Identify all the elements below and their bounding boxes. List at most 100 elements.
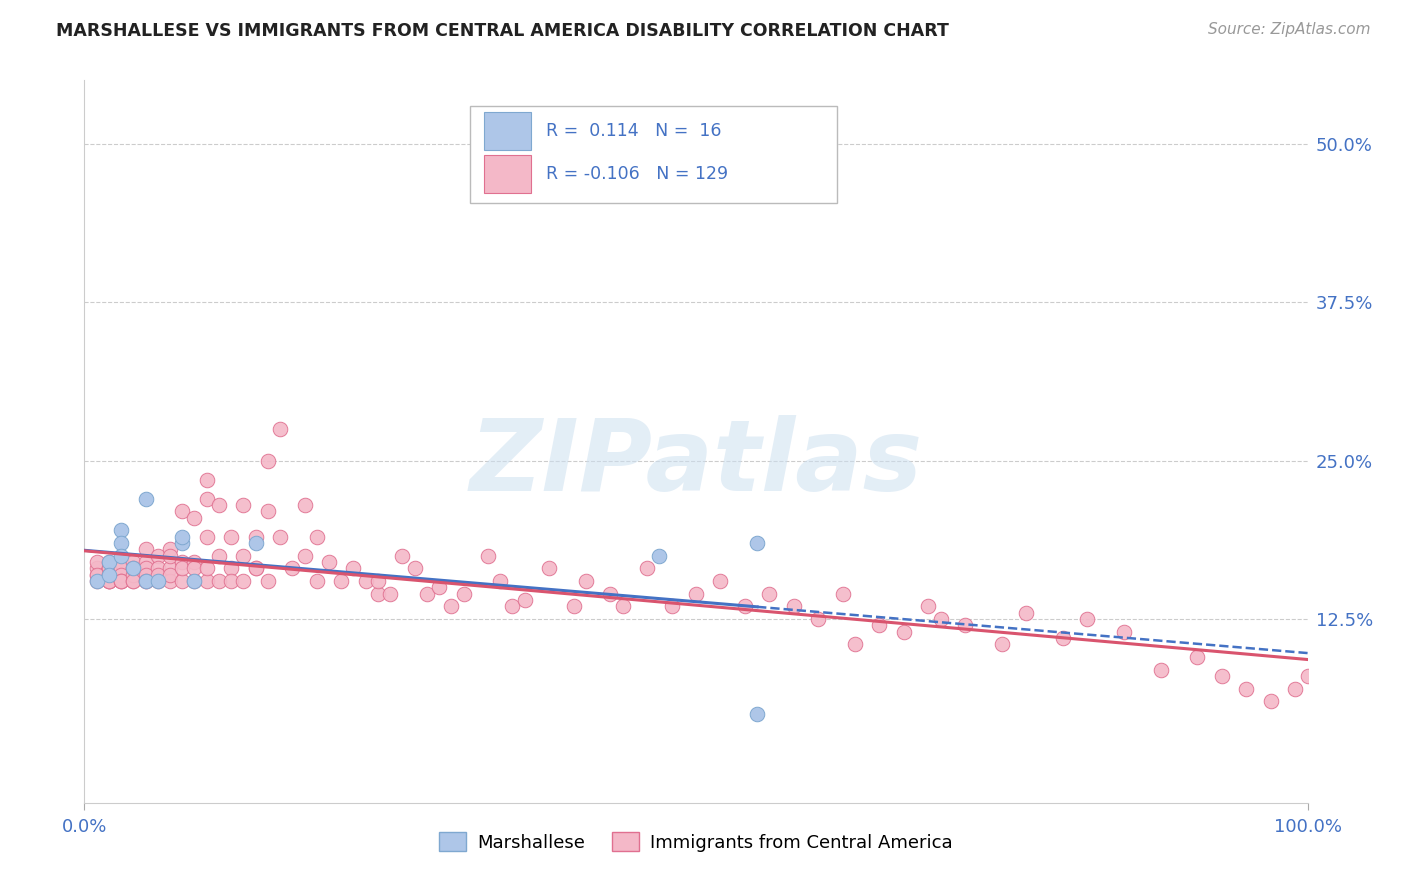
Point <box>807 612 830 626</box>
Point <box>110 561 132 575</box>
FancyBboxPatch shape <box>470 105 837 203</box>
Point <box>953 618 976 632</box>
Point <box>538 561 561 575</box>
Point <box>122 561 145 575</box>
Point <box>232 574 254 588</box>
Point <box>146 567 169 582</box>
Point <box>1236 681 1258 696</box>
Point <box>367 574 389 588</box>
Point <box>159 561 181 575</box>
Point <box>709 574 731 588</box>
Point <box>380 587 402 601</box>
Point <box>183 555 205 569</box>
Point <box>97 574 120 588</box>
Point <box>172 504 194 518</box>
Point <box>122 561 145 575</box>
Point <box>97 574 120 588</box>
Point <box>159 567 181 582</box>
Point <box>97 561 120 575</box>
Point <box>404 561 426 575</box>
Point <box>1211 669 1233 683</box>
Point <box>146 561 169 575</box>
Point <box>208 549 231 563</box>
Point <box>257 574 280 588</box>
Point <box>110 523 132 537</box>
Point <box>146 549 169 563</box>
Point <box>97 567 120 582</box>
Point <box>929 612 952 626</box>
Point <box>502 599 524 614</box>
Point <box>1114 624 1136 639</box>
Point <box>159 574 181 588</box>
Point <box>86 567 108 582</box>
Point <box>122 561 145 575</box>
Point <box>281 561 304 575</box>
Point <box>97 555 120 569</box>
Point <box>844 637 866 651</box>
Point <box>342 561 364 575</box>
Point <box>1284 681 1306 696</box>
Point <box>110 536 132 550</box>
Point <box>135 574 157 588</box>
Point <box>219 530 242 544</box>
Point <box>232 498 254 512</box>
Point <box>146 574 169 588</box>
Point <box>575 574 598 588</box>
Point <box>747 536 769 550</box>
Point <box>245 530 267 544</box>
Point <box>122 574 145 588</box>
Point <box>135 574 157 588</box>
Point <box>97 567 120 582</box>
Point <box>122 555 145 569</box>
FancyBboxPatch shape <box>484 155 531 193</box>
Point <box>232 549 254 563</box>
Point <box>122 567 145 582</box>
Point <box>367 587 389 601</box>
Point <box>172 536 194 550</box>
Point <box>110 574 132 588</box>
Point <box>1052 631 1074 645</box>
Point <box>135 561 157 575</box>
Text: MARSHALLESE VS IMMIGRANTS FROM CENTRAL AMERICA DISABILITY CORRELATION CHART: MARSHALLESE VS IMMIGRANTS FROM CENTRAL A… <box>56 22 949 40</box>
Point <box>172 555 194 569</box>
Point <box>122 574 145 588</box>
Point <box>135 542 157 557</box>
Point <box>1187 650 1209 665</box>
Point <box>110 567 132 582</box>
Point <box>135 567 157 582</box>
Point <box>97 574 120 588</box>
Text: Source: ZipAtlas.com: Source: ZipAtlas.com <box>1208 22 1371 37</box>
Point <box>612 599 634 614</box>
Point <box>257 453 280 467</box>
Point <box>97 555 120 569</box>
Point <box>183 561 205 575</box>
Point <box>86 555 108 569</box>
Point <box>219 561 242 575</box>
Point <box>97 567 120 582</box>
Point <box>110 574 132 588</box>
Point <box>477 549 499 563</box>
Point <box>159 542 181 557</box>
Point <box>195 574 218 588</box>
Point <box>453 587 475 601</box>
Point <box>110 574 132 588</box>
Point <box>146 574 169 588</box>
Point <box>257 504 280 518</box>
Point <box>783 599 806 614</box>
Point <box>305 574 328 588</box>
Point <box>86 561 108 575</box>
Point <box>195 491 218 506</box>
Point <box>135 491 157 506</box>
Point <box>1150 663 1173 677</box>
Point <box>562 599 585 614</box>
Point <box>86 574 108 588</box>
Text: R = -0.106   N = 129: R = -0.106 N = 129 <box>546 165 728 183</box>
Point <box>195 473 218 487</box>
Point <box>991 637 1014 651</box>
Point <box>1076 612 1098 626</box>
Text: R =  0.114   N =  16: R = 0.114 N = 16 <box>546 122 721 140</box>
Point <box>219 574 242 588</box>
Point <box>831 587 853 601</box>
Point <box>183 510 205 524</box>
Point <box>195 561 218 575</box>
